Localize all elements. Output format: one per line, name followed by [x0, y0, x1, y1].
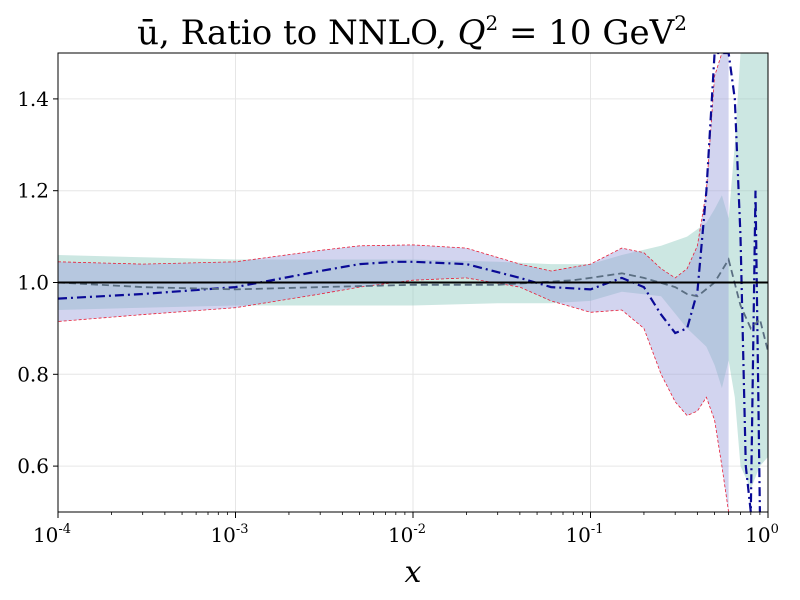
x-tick-label: 10-2 — [388, 522, 426, 547]
x-tick-label: 10-3 — [210, 522, 248, 547]
y-tick-label: 1.0 — [17, 271, 49, 295]
series-dashed-grey — [58, 257, 768, 352]
x-tick-label: 10-4 — [33, 522, 71, 547]
band-upper-edge — [58, 53, 729, 279]
x-tick-label: 100 — [745, 522, 779, 547]
band-lower-edge — [58, 277, 729, 512]
y-tick-label: 1.4 — [17, 87, 49, 111]
series-dashdot-blue — [58, 53, 761, 512]
title-middle: , Ratio to NNLO, — [159, 13, 458, 53]
title-eq: = 10 GeV — [498, 13, 675, 53]
title-gev-exp: 2 — [674, 11, 687, 35]
title-q: Q — [458, 13, 486, 53]
y-ticks: 0.6 0.8 1.0 1.2 1.4 — [17, 87, 58, 478]
series — [58, 53, 768, 512]
band-teal — [58, 53, 768, 489]
x-tick-label: 10-1 — [565, 522, 603, 547]
chart-title: ū, Ratio to NNLO, Q2 = 10 GeV2 — [137, 11, 687, 53]
y-tick-label: 0.6 — [17, 454, 49, 478]
title-q-exp: 2 — [485, 11, 498, 35]
x-ticks: 10-4 10-3 10-2 10-1 100 — [33, 512, 779, 547]
x-axis-label: x — [405, 555, 422, 590]
title-variable: ū — [137, 13, 159, 53]
y-tick-label: 1.2 — [17, 179, 49, 203]
y-tick-label: 0.8 — [17, 362, 49, 386]
